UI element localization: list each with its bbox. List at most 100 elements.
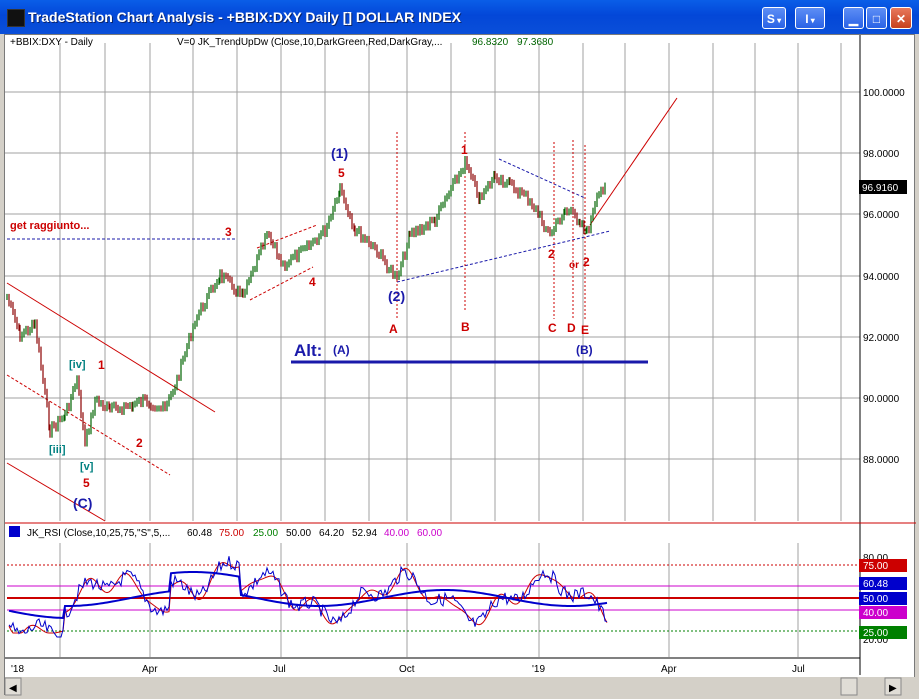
wave-letter-c: C [548, 321, 557, 335]
wave-1-paren: (1) [331, 145, 348, 161]
window-title: TradeStation Chart Analysis - +BBIX:DXY … [28, 9, 461, 25]
rsi-badge-40-text: 40.00 [863, 608, 888, 619]
wave-num-2a: 2 [136, 436, 143, 450]
rsi-label: JK_RSI (Close,10,25,75,"S",5,... [27, 528, 170, 539]
indicator-value-1: 96.8320 [472, 37, 509, 48]
wave-v: [v] [80, 461, 94, 473]
x-tick: Apr [142, 664, 158, 675]
rsi-badge-25 [859, 626, 907, 639]
y-tick: 96.0000 [863, 210, 900, 221]
rsi-badge-40 [859, 606, 907, 619]
s-button-label: S [766, 12, 775, 26]
or-label: or [569, 260, 579, 271]
wave-c-paren: (C) [73, 495, 92, 511]
minimize-icon: ▁ [848, 12, 859, 26]
y-tick: 100.0000 [863, 88, 905, 99]
s-button[interactable]: S ▾ [762, 7, 786, 29]
y-tick: 94.0000 [863, 272, 900, 283]
wave-num-2b: 2 [548, 247, 555, 261]
s-dropdown-icon: ▾ [774, 16, 782, 25]
wave-num-5b: 5 [83, 476, 90, 490]
rsi-value: 60.48 [187, 528, 212, 539]
title-bar: TradeStation Chart Analysis - +BBIX:DXY … [0, 0, 919, 34]
wave-num-5a: 5 [338, 166, 345, 180]
wave-num-2c: 2 [583, 255, 590, 269]
indicator-label: V=0 JK_TrendUpDw (Close,10,DarkGreen,Red… [177, 37, 442, 48]
wave-b-paren: (B) [576, 343, 593, 357]
wave-letter-a: A [389, 322, 398, 336]
rsi-badge-75-text: 75.00 [863, 561, 888, 572]
rsi-badge-50 [859, 592, 907, 605]
i-button[interactable]: I ▾ [795, 7, 825, 29]
wave-num-1a: 1 [98, 358, 105, 372]
wave-2-paren: (2) [388, 288, 405, 304]
alt-wave-a: (A) [333, 343, 350, 357]
rsi-badge-50-text: 50.00 [863, 594, 888, 605]
chart-canvas[interactable]: +BBIX:DXY - Daily V=0 JK_TrendUpDw (Clos… [5, 35, 916, 696]
y-tick: 88.0000 [863, 455, 900, 466]
rsi-y-tick-bottom: 20.00 [863, 635, 888, 646]
scroll-left-icon: ◀ [9, 683, 17, 694]
y-tick: 90.0000 [863, 394, 900, 405]
rsi-average-line [8, 571, 608, 619]
note-get-raggiunto: get raggiunto... [10, 220, 89, 232]
wave-letter-b: B [461, 320, 470, 334]
rsi-badge-current-text: 60.48 [863, 579, 888, 590]
x-tick: Jul [792, 664, 805, 675]
rsi-line [8, 556, 608, 638]
rsi-value: 60.00 [417, 528, 442, 539]
rsi-value: 52.94 [352, 528, 377, 539]
wave-num-4: 4 [309, 275, 316, 289]
price-grid [5, 43, 860, 521]
scroll-right-icon: ▶ [889, 683, 897, 694]
scroll-thumb[interactable] [840, 677, 858, 696]
symbol-label: +BBIX:DXY - Daily [10, 37, 93, 48]
trend-lines [6, 97, 678, 522]
maximize-button[interactable]: □ [866, 7, 887, 29]
rsi-grid [59, 543, 799, 657]
scroll-right-button[interactable] [884, 677, 902, 696]
scroll-left-button[interactable] [5, 677, 22, 696]
price-y-axis: 100.0000 98.0000 96.0000 94.0000 92.0000… [863, 88, 905, 466]
x-tick: '18 [11, 664, 24, 675]
x-tick: Oct [399, 664, 415, 675]
minimize-button[interactable]: ▁ [843, 7, 864, 29]
rsi-badges: 75.00 60.48 50.00 40.00 25.00 [859, 559, 907, 639]
rsi-value: 25.00 [253, 528, 278, 539]
wave-num-3: 3 [225, 225, 232, 239]
wave-annotations: get raggiunto... (1) (2) (C) (B) Alt: (A… [10, 143, 593, 511]
chart-window[interactable]: +BBIX:DXY - Daily V=0 JK_TrendUpDw (Clos… [4, 34, 916, 696]
y-tick: 98.0000 [863, 149, 900, 160]
wave-iv: [iv] [69, 359, 86, 371]
last-price-badge [859, 180, 907, 194]
x-axis: '18 Apr Jul Oct '19 Apr Jul [11, 664, 805, 675]
app-icon[interactable] [7, 9, 25, 27]
rsi-values: 60.48 75.00 25.00 50.00 64.20 52.94 40.0… [187, 528, 442, 539]
maximize-icon: □ [872, 12, 881, 26]
rsi-badge-current [859, 577, 907, 590]
x-tick: '19 [532, 664, 545, 675]
rsi-value: 50.00 [286, 528, 311, 539]
rsi-y-tick-top: 80.00 [863, 553, 888, 564]
wave-letter-e: E [581, 323, 589, 337]
close-icon: ✕ [895, 12, 907, 26]
rsi-value: 75.00 [219, 528, 244, 539]
rsi-lines [8, 556, 608, 638]
x-tick: Jul [273, 664, 286, 675]
wave-letter-d: D [567, 321, 576, 335]
i-button-label: I [805, 12, 809, 26]
horizontal-scrollbar[interactable] [5, 677, 916, 696]
rsi-badge-75 [859, 559, 907, 572]
wave-iii: [iii] [49, 444, 66, 456]
price-bars [6, 156, 606, 447]
close-button[interactable]: ✕ [890, 7, 912, 29]
y-tick: 92.0000 [863, 333, 900, 344]
rsi-value: 64.20 [319, 528, 344, 539]
x-tick: Apr [661, 664, 677, 675]
rsi-badge-25-text: 25.00 [863, 628, 888, 639]
rsi-value: 40.00 [384, 528, 409, 539]
i-dropdown-icon: ▾ [808, 16, 815, 25]
indicator-value-2: 97.3680 [517, 37, 554, 48]
wave-num-1b: 1 [461, 143, 468, 157]
last-price: 96.9160 [862, 183, 899, 194]
